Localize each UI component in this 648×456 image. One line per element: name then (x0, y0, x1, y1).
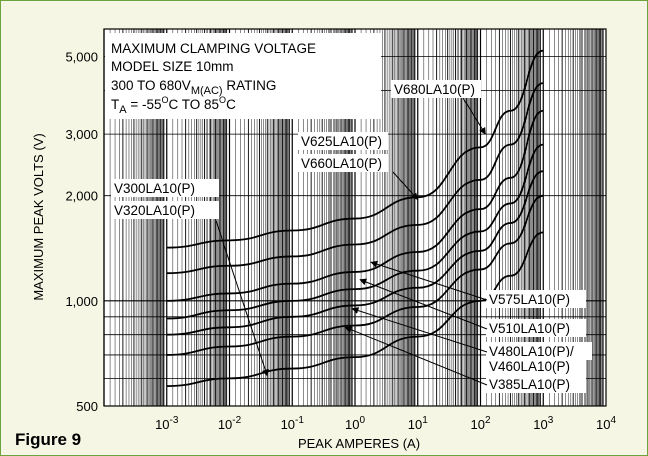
annotation-arrow (392, 171, 419, 201)
annotation-label: V385LA10(P) (489, 377, 570, 392)
series-line (166, 82, 544, 275)
annotation-background (486, 319, 586, 337)
y-tick-label: 5,000 (65, 50, 98, 65)
annotation-arrow (215, 220, 269, 377)
annotation-arrow (359, 278, 488, 330)
annotation-label: V575LA10(P) (489, 292, 570, 307)
x-axis-label: PEAK AMPERES (A) (298, 436, 420, 451)
annotation-arrow (351, 307, 488, 353)
series-line (166, 170, 544, 336)
series-line (166, 231, 544, 388)
annotation-label: V300LA10(P) (114, 181, 195, 196)
annotation-label: V660LA10(P) (301, 156, 382, 171)
annotation-arrow (462, 97, 486, 135)
axis-ticks: 10-3 10-2 10-1 100 101 102 103 104 500 1,000 2,000… (65, 50, 616, 432)
x-tick-label: 101 (408, 415, 428, 432)
x-tick-label: 10-1 (281, 415, 305, 432)
annotation-label: V460LA10(P) (489, 359, 570, 374)
title-line-2: MODEL SIZE 10mm (111, 59, 234, 74)
annotation-label: V480LA10(P)/ (489, 344, 574, 359)
y-tick-label: 2,000 (65, 189, 98, 204)
annotation-label: V510LA10(P) (489, 321, 570, 336)
x-tick-label: 102 (470, 415, 490, 432)
x-tick-label: 104 (596, 415, 616, 432)
annotation-background (486, 342, 592, 360)
title-line-4: TA = -55OC TO 85OC (111, 95, 236, 116)
series-curves (166, 49, 544, 388)
annotations: V680LA10(P) V625LA10(P) V660LA10(P) V300LA1… (111, 80, 592, 393)
title-line-3: 300 TO 680VM(AC) RATING (111, 78, 276, 97)
x-tick-label: 103 (533, 415, 553, 432)
annotation-label: V320LA10(P) (114, 203, 195, 218)
annotation-arrow (344, 326, 488, 386)
y-tick-label: 500 (76, 399, 98, 414)
annotation-background (486, 357, 586, 375)
chart-title: MAXIMUM CLAMPING VOLTAGE MODEL SIZE 10mm… (105, 33, 381, 119)
x-tick-label: 10-3 (155, 415, 179, 432)
x-tick-label: 10-2 (218, 415, 242, 432)
annotation-arrow (370, 260, 488, 301)
y-tick-label: 3,000 (65, 127, 98, 142)
figure-label: Figure 9 (15, 430, 82, 449)
annotation-background (486, 290, 586, 308)
annotation-background (298, 154, 388, 172)
annotation-background (298, 132, 388, 150)
annotation-background (111, 201, 219, 219)
y-tick-label: 1,000 (65, 294, 98, 309)
series-line (166, 143, 544, 320)
series-line (166, 109, 544, 302)
x-tick-label: 100 (345, 415, 365, 432)
y-axis-label: MAXIMUM PEAK VOLTS (V) (31, 133, 46, 300)
annotation-label: V625LA10(P) (301, 134, 382, 149)
annotation-background (486, 375, 586, 393)
annotation-background (111, 179, 219, 197)
series-line (166, 194, 544, 356)
annotation-label: V680LA10(P) (394, 82, 475, 97)
series-line (166, 49, 544, 249)
annotation-background (391, 80, 481, 98)
title-line-1: MAXIMUM CLAMPING VOLTAGE (111, 41, 316, 56)
